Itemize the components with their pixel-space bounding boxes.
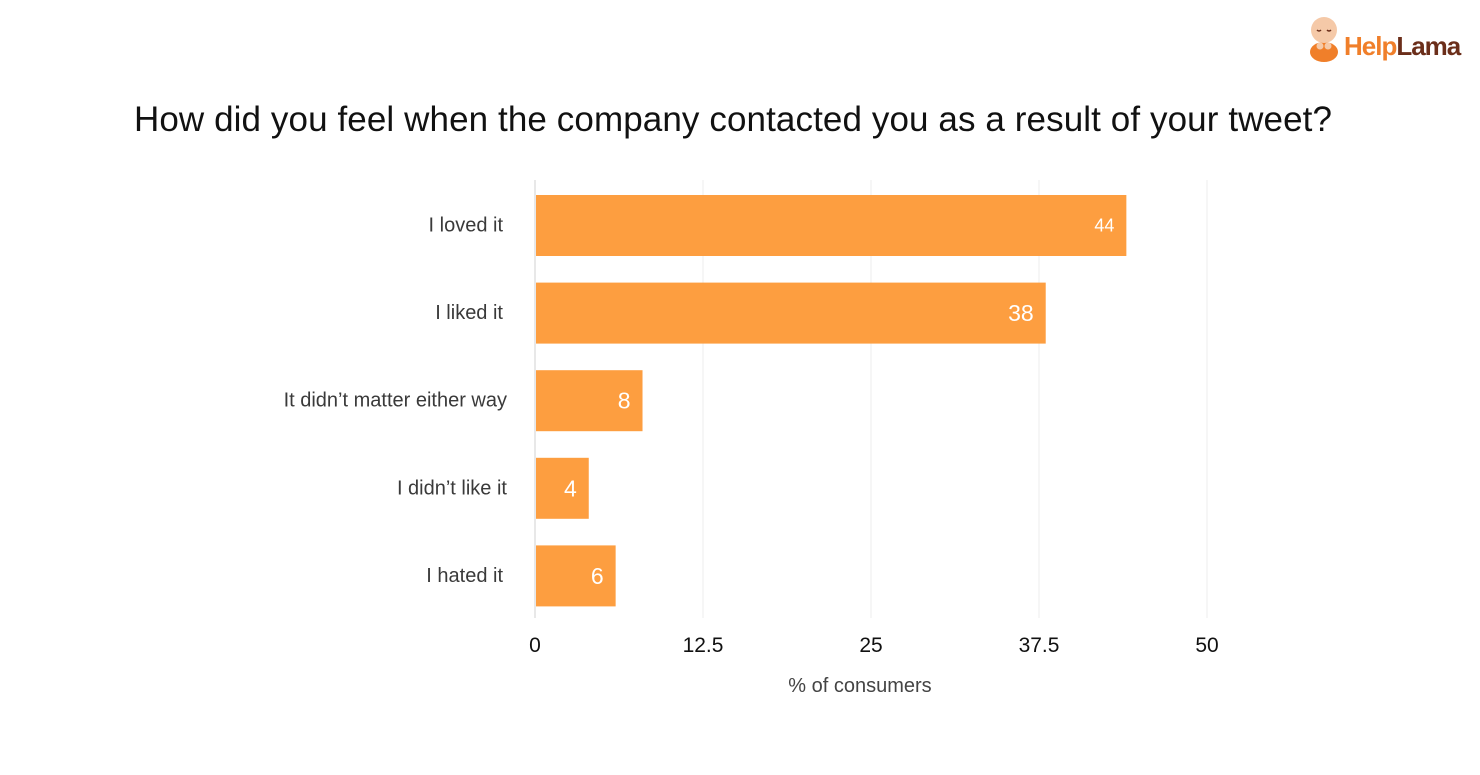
bar: [536, 370, 643, 432]
bar-value-label: 4: [564, 475, 577, 501]
category-label: I didn’t like it: [397, 477, 507, 499]
category-label: I loved it: [429, 215, 504, 237]
x-axis-ticks: 0 12.5 25 37.5 50: [529, 634, 1219, 657]
x-tick-label: 37.5: [1019, 634, 1060, 657]
bar: [536, 545, 616, 607]
x-tick-label: 50: [1195, 634, 1218, 657]
logo-text-lama: Lama: [1396, 31, 1461, 61]
category-label: I hated it: [426, 565, 503, 587]
bar: [536, 195, 1127, 256]
x-tick-label: 0: [529, 634, 541, 657]
bar-value-label: 8: [618, 388, 631, 414]
x-tick-label: 25: [859, 634, 882, 657]
x-tick-label: 12.5: [683, 634, 724, 657]
bar: [536, 457, 589, 519]
category-label: It didn’t matter either way: [284, 390, 507, 412]
bars: 44 38 8 4 6: [536, 195, 1127, 607]
category-labels: I loved it I liked it It didn’t matter eit…: [284, 215, 508, 587]
helplama-logo: HelpLama: [1306, 10, 1466, 66]
logo-wordmark: HelpLama: [1344, 31, 1461, 61]
chart-title: How did you feel when the company contac…: [133, 100, 1333, 139]
logo-text-help: Help: [1344, 31, 1397, 61]
category-label: I liked it: [435, 302, 503, 324]
bar-value-label: 44: [1094, 216, 1114, 236]
bar-value-label: 6: [591, 563, 604, 589]
bar: [536, 282, 1046, 344]
baby-mascot-icon: [1310, 17, 1338, 62]
x-axis-title: % of consumers: [788, 675, 931, 697]
bar-value-label: 38: [1008, 300, 1034, 326]
